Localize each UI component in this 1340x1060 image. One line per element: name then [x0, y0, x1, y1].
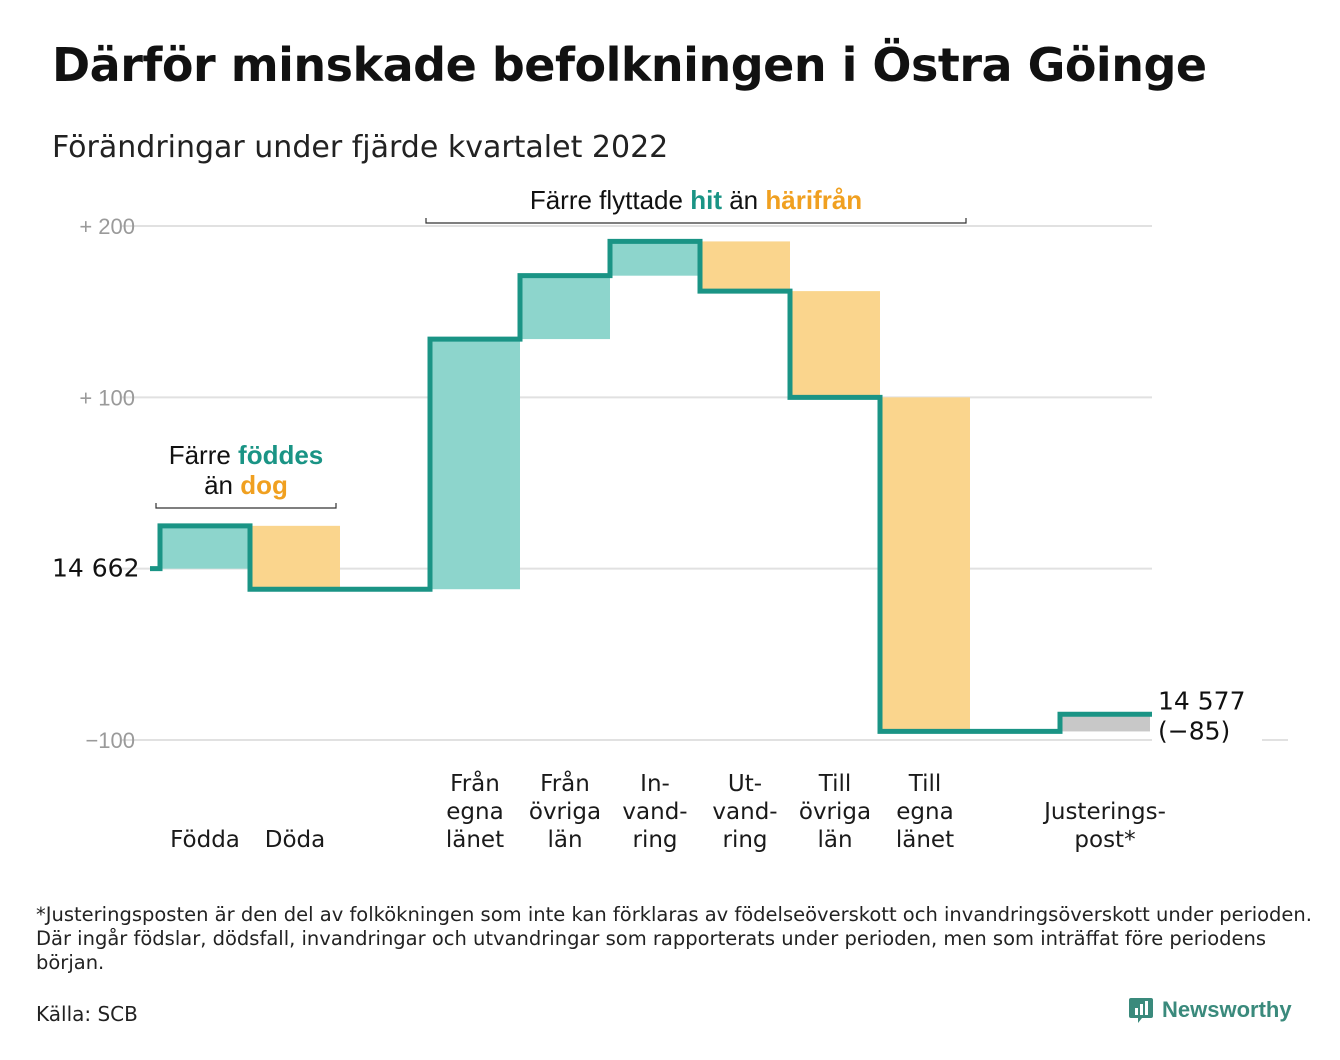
category-label: Ut- — [728, 771, 762, 797]
chart-title: Därför minskade befolkningen i Östra Göi… — [52, 38, 1207, 92]
source-label: Källa: SCB — [36, 1002, 138, 1026]
category-label: övriga — [799, 799, 871, 825]
category-label: Från — [540, 769, 590, 797]
annotation-bracket — [155, 503, 337, 509]
y-tick-label: −100 — [85, 728, 135, 753]
cumulative-step-line — [150, 238, 1152, 734]
category-label: vand- — [712, 799, 777, 825]
annotation-text: Färre flyttade hit än härifrån — [530, 185, 862, 215]
category-label: ring — [632, 827, 677, 853]
waterfall-bar — [250, 525, 340, 590]
annotation-segment: föddes — [238, 440, 323, 470]
end-change-label: (−85) — [1158, 716, 1230, 745]
category-label: In- — [640, 771, 670, 797]
chart-subtitle: Förändringar under fjärde kvartalet 2022 — [52, 130, 669, 165]
waterfall-bar — [520, 275, 610, 340]
y-tick-label: + 200 — [79, 214, 135, 239]
waterfall-bar — [160, 525, 250, 569]
annotation-bracket — [425, 218, 967, 224]
brand-name: Newsworthy — [1162, 997, 1292, 1022]
start-value-label: 14 662 — [52, 554, 139, 583]
footnote: *Justeringsposten är den del av folkökni… — [36, 903, 1312, 974]
waterfall-bar — [880, 397, 970, 732]
category-label: Till — [908, 771, 942, 797]
category-label: Döda — [265, 827, 325, 853]
annotation-segment: Färre flyttade — [530, 185, 690, 215]
end-value-label: 14 577 — [1158, 686, 1245, 715]
waterfall-bar — [1060, 714, 1150, 732]
category-label: övriga — [529, 799, 601, 825]
category-label: Födda — [170, 827, 240, 853]
category-label: ring — [722, 827, 767, 853]
y-tick-label: + 100 — [79, 385, 135, 410]
waterfall-bar — [790, 291, 880, 398]
annotation-text: än dog — [204, 470, 288, 500]
waterfall-bar — [430, 339, 520, 590]
annotation-text: Färre föddes — [169, 440, 324, 470]
category-label: egna — [896, 799, 953, 825]
category-label: Till — [818, 771, 852, 797]
category-label: län — [817, 827, 852, 853]
category-label: län — [547, 827, 582, 853]
annotation-segment: dog — [240, 470, 288, 500]
bar-chart-icon — [1129, 998, 1153, 1023]
category-label: Justerings- — [1042, 799, 1166, 825]
category-label: vand- — [622, 799, 687, 825]
annotation-segment: än — [204, 470, 240, 500]
waterfall-bar — [610, 241, 700, 276]
category-label: post* — [1074, 827, 1135, 853]
annotation-segment: Färre — [169, 440, 238, 470]
annotation-segment: än — [722, 185, 765, 215]
category-label: länet — [896, 827, 954, 853]
category-label: egna — [446, 799, 503, 825]
category-label: länet — [446, 827, 504, 853]
annotation-segment: härifrån — [765, 185, 862, 215]
brand-logo: Newsworthy — [1128, 996, 1292, 1024]
waterfall-bar — [700, 241, 790, 292]
annotation-segment: hit — [690, 185, 722, 215]
category-label: Från — [450, 769, 500, 797]
